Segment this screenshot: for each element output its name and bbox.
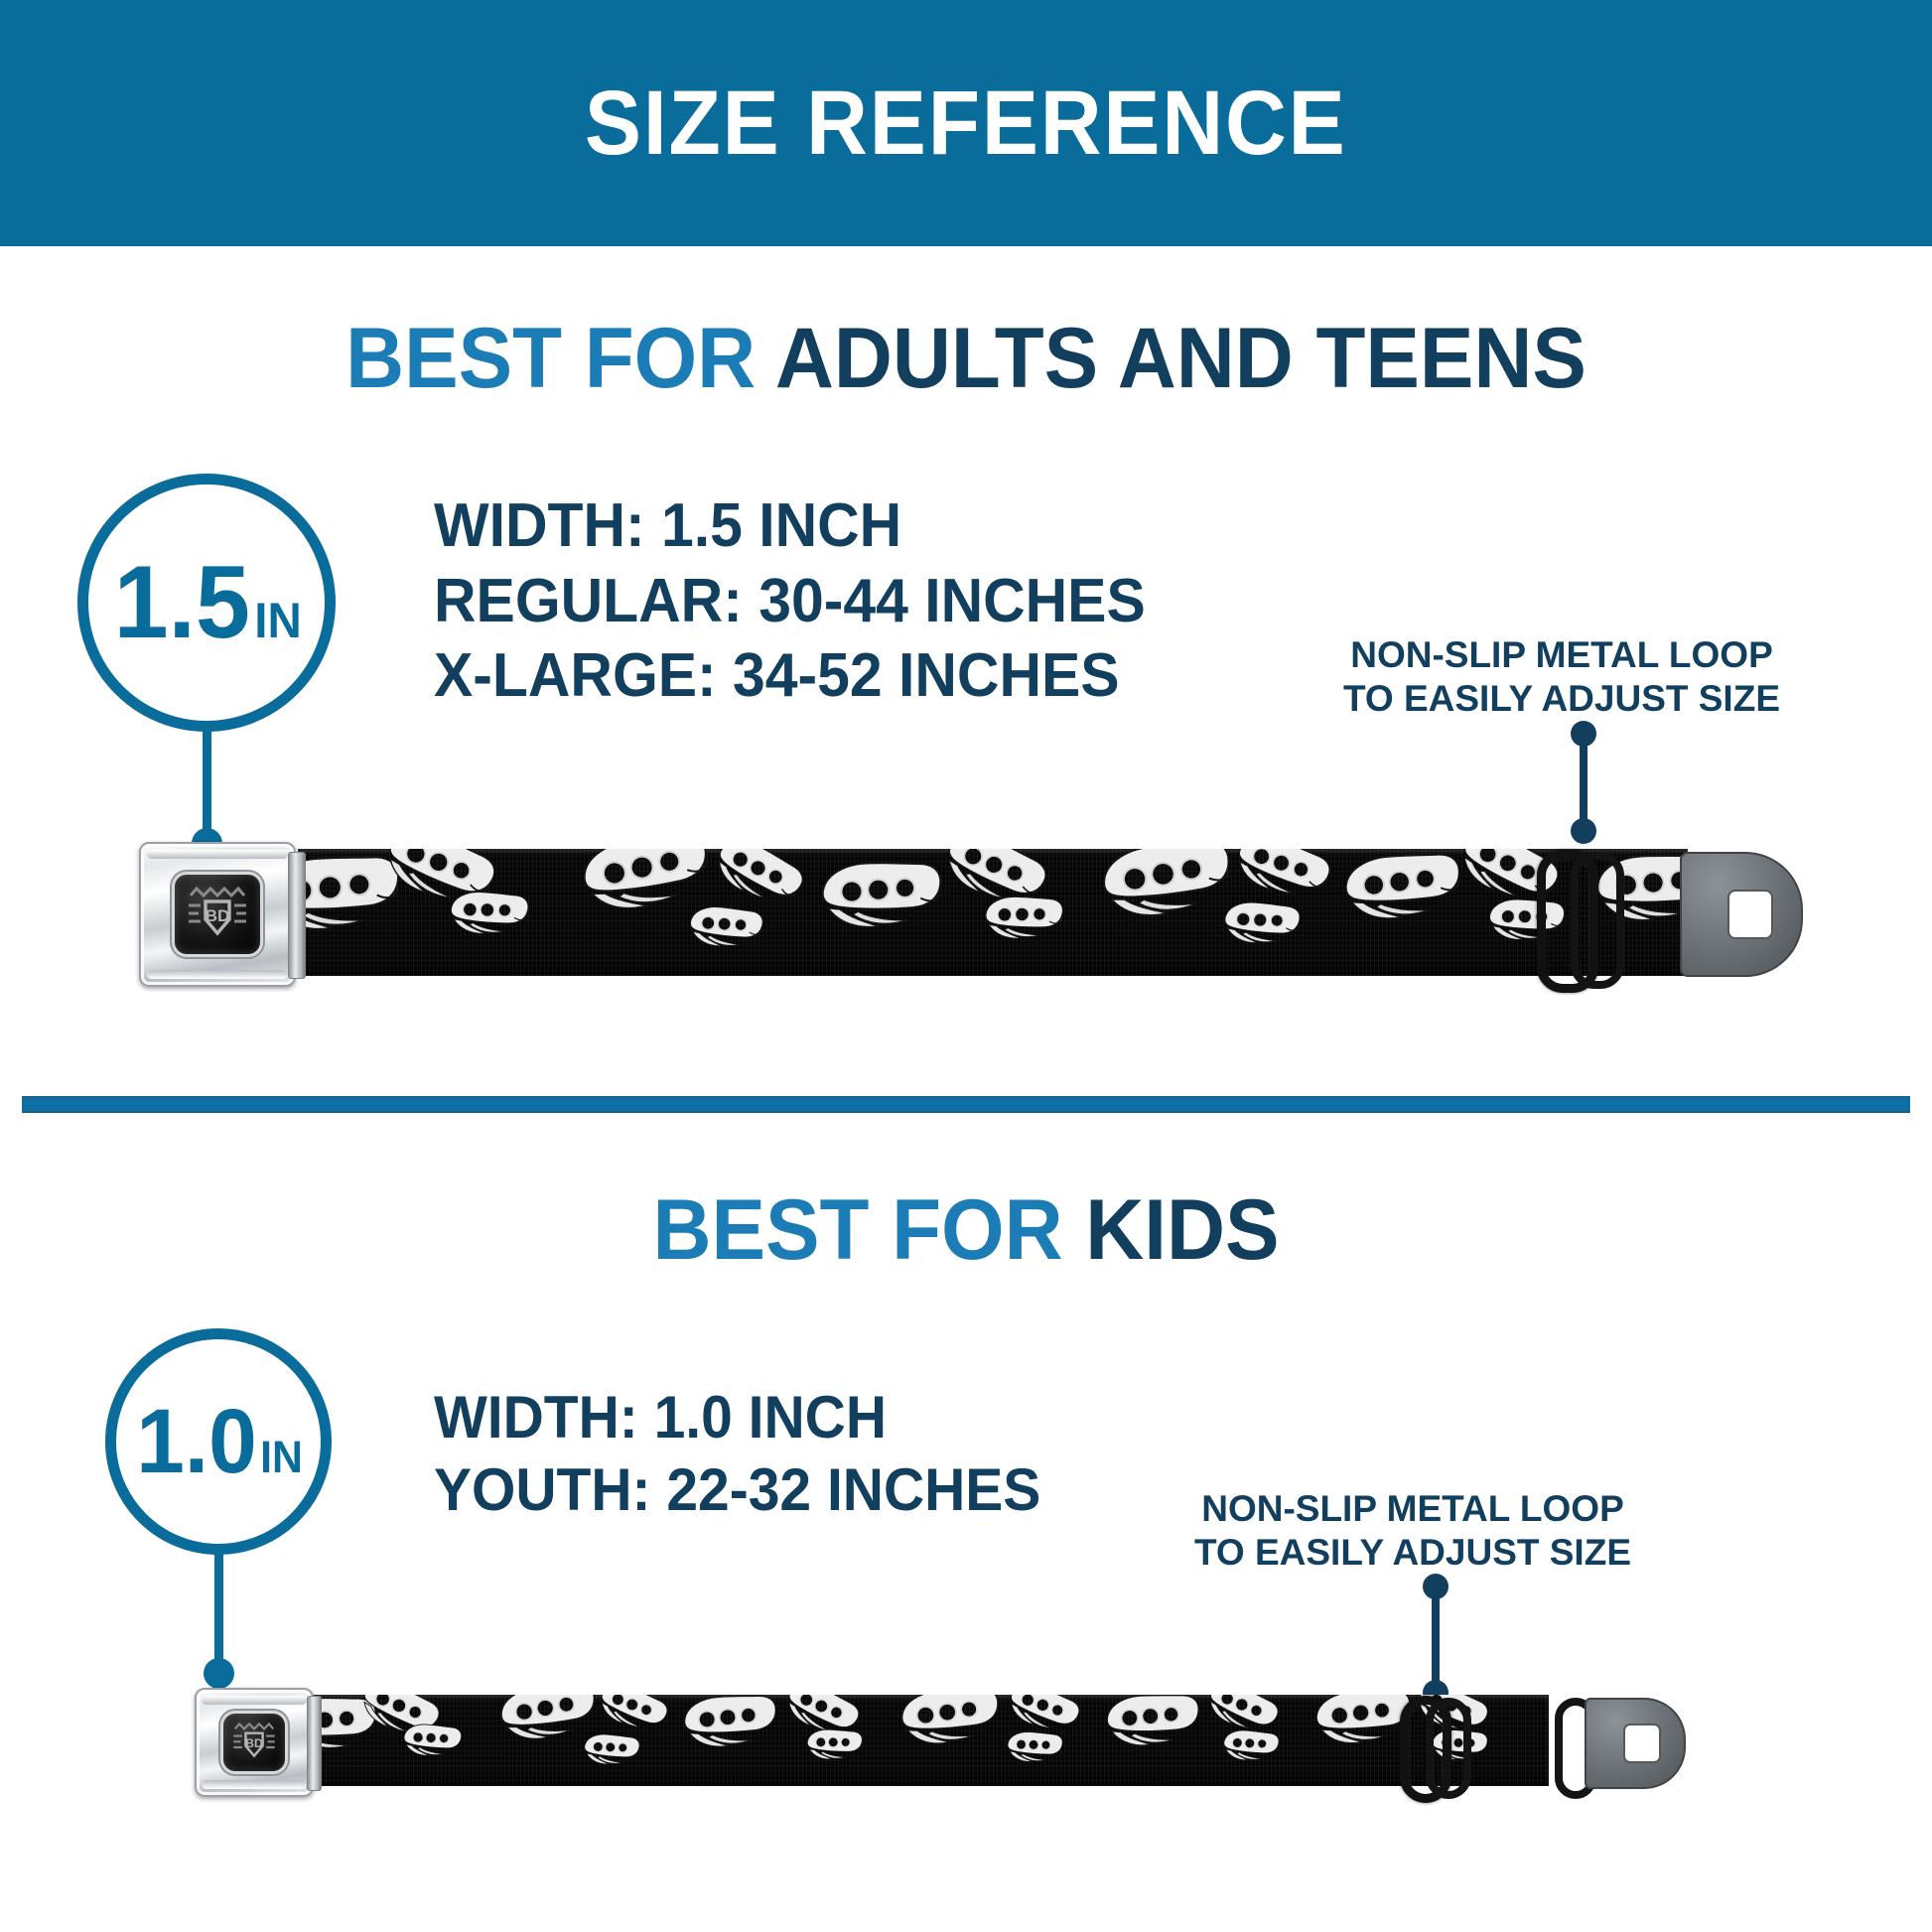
callout-leader-line — [1432, 1582, 1440, 1696]
badge-leader-dot — [204, 1658, 234, 1689]
size-badge-1-0-inch: 1.0 IN — [105, 1328, 332, 1555]
callout-metal-loop-adults: NON-SLIP METAL LOOP TO EASILY ADJUST SIZ… — [1328, 633, 1795, 722]
callout-line-2: TO EASILY ADJUST SIZE — [1342, 678, 1780, 720]
non-slip-metal-loop-secondary — [1426, 1698, 1471, 1799]
belt-strap-webbing — [298, 1695, 1549, 1786]
section-divider — [22, 1096, 1910, 1113]
specs-kids: WIDTH: 1.0 INCH YOUTH: 22-32 INCHES — [434, 1381, 1072, 1526]
knuckle-pattern-icon — [298, 1695, 1492, 1767]
header-banner: SIZE REFERENCE — [0, 0, 1932, 246]
spec-line-xlarge: X-LARGE: 34-52 INCHES — [434, 641, 1120, 711]
callout-line-1: NON-SLIP METAL LOOP — [1350, 634, 1773, 675]
section-heading-adults: BEST FOR ADULTS AND TEENS — [49, 310, 1884, 408]
badge-leader-line — [203, 730, 211, 849]
badge-unit: IN — [254, 593, 303, 648]
callout-metal-loop-kids: NON-SLIP METAL LOOP TO EASILY ADJUST SIZ… — [1189, 1487, 1636, 1576]
page-title: SIZE REFERENCE — [585, 71, 1347, 174]
belt-metal-tongue-tip — [1585, 1698, 1686, 1789]
spec-line-youth: YOUTH: 22-32 INCHES — [434, 1456, 1041, 1524]
spec-line-width: WIDTH: 1.5 INCH — [434, 491, 902, 560]
belt-buckle-chrome: BD — [139, 842, 306, 987]
callout-leader-line — [1580, 730, 1587, 834]
callout-line-1: NON-SLIP METAL LOOP — [1201, 1488, 1624, 1529]
bd-shield-logo-icon: BD — [233, 1722, 275, 1758]
specs-adults: WIDTH: 1.5 INCH REGULAR: 30-44 INCHES X-… — [434, 488, 1182, 714]
belt-metal-tongue-tip — [1680, 852, 1803, 977]
svg-text:BD: BD — [206, 906, 230, 925]
spec-line-regular: REGULAR: 30-44 INCHES — [434, 566, 1146, 635]
bd-shield-logo-icon: BD — [189, 886, 246, 936]
spec-line-width: WIDTH: 1.0 INCH — [434, 1384, 887, 1450]
non-slip-metal-loop — [1400, 1696, 1451, 1803]
non-slip-metal-loop — [1537, 850, 1598, 993]
section-heading-kids: BEST FOR KIDS — [49, 1181, 1884, 1280]
buckle-logo-window: BD — [175, 875, 260, 954]
callout-line-2: TO EASILY ADJUST SIZE — [1193, 1532, 1631, 1574]
heading-prefix: BEST FOR — [652, 1182, 1086, 1278]
tongue-hole — [1623, 1724, 1661, 1763]
belt-strap-webbing — [298, 849, 1688, 976]
tongue-hole — [1727, 890, 1773, 939]
non-slip-metal-loop-secondary — [1571, 852, 1624, 989]
badge-leader-line — [214, 1553, 223, 1676]
knuckle-pattern-icon — [298, 849, 1688, 950]
heading-prefix: BEST FOR — [345, 311, 775, 406]
badge-unit: IN — [260, 1432, 304, 1482]
badge-number: 1.5 — [113, 545, 250, 660]
heading-emphasis: KIDS — [1085, 1182, 1280, 1278]
callout-dot-bottom — [1571, 818, 1596, 844]
buckle-hinge — [307, 1696, 322, 1791]
belt-buckle-chrome: BD — [195, 1688, 322, 1797]
buckle-hinge — [288, 852, 306, 979]
svg-text:BD: BD — [245, 1736, 263, 1750]
badge-number: 1.0 — [135, 1391, 257, 1492]
size-badge-1-5-inch: 1.5 IN — [77, 474, 336, 732]
heading-emphasis: ADULTS AND TEENS — [774, 311, 1587, 406]
buckle-logo-window: BD — [223, 1714, 285, 1771]
